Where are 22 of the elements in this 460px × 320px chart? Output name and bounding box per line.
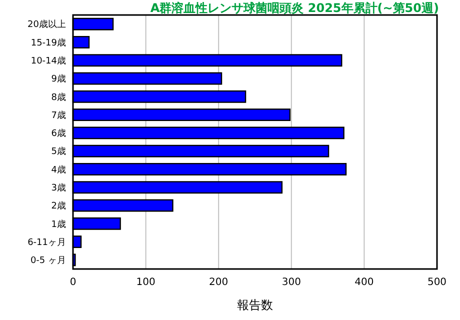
- y-tick-label: 1歳: [51, 218, 66, 230]
- chart-title: A群溶血性レンサ球菌咽頭炎 2025年累計(~第50週): [150, 1, 439, 15]
- y-tick-label: 10-14歳: [30, 56, 66, 67]
- x-tick-label: 500: [427, 277, 447, 288]
- y-tick-label: 6-11ヶ月: [28, 238, 66, 248]
- y-tick-label: 7歳: [51, 110, 66, 121]
- y-tick-label: 9歳: [51, 74, 66, 85]
- y-tick-label: 0-5 ヶ月: [30, 256, 66, 266]
- y-tick-label: 15-19歳: [30, 37, 66, 48]
- y-tick-label: 4歳: [51, 164, 66, 176]
- x-tick-label: 0: [70, 277, 76, 288]
- y-tick-label: 6歳: [51, 128, 66, 140]
- x-tick-label: 200: [209, 277, 228, 288]
- x-axis-title: 報告数: [237, 298, 273, 312]
- x-tick-label: 100: [136, 277, 156, 288]
- y-tick-label: 8歳: [51, 92, 66, 103]
- y-tick-label: 2歳: [51, 200, 66, 212]
- x-tick-label: 400: [354, 277, 374, 288]
- y-tick-label: 20歳以上: [28, 19, 66, 30]
- y-tick-label: 3歳: [51, 182, 66, 194]
- x-tick-label: 300: [282, 277, 301, 288]
- y-tick-label: 5歳: [51, 146, 66, 158]
